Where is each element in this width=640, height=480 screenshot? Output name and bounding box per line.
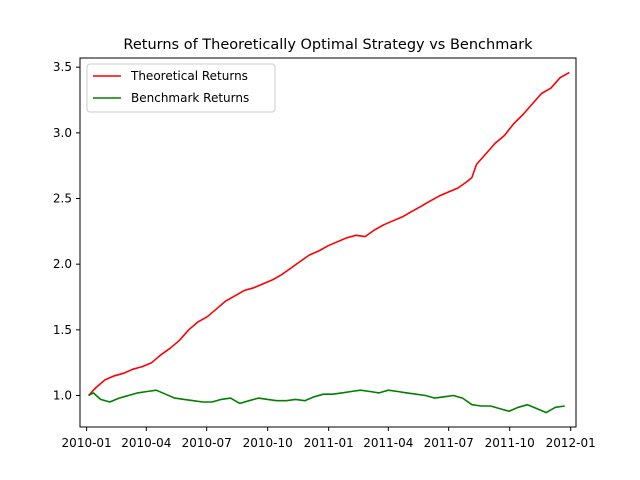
x-tick-label: 2010-04 (121, 436, 171, 450)
x-tick-label: 2011-04 (363, 436, 413, 450)
legend: Theoretical Returns Benchmark Returns (86, 63, 276, 113)
plot-area (79, 57, 577, 428)
x-tick-label: 2011-10 (485, 436, 535, 450)
y-tick-label: 1.5 (53, 323, 72, 337)
y-axis: 1.0 1.5 2.0 2.5 3.0 3.5 (53, 60, 80, 402)
y-tick-label: 3.5 (53, 60, 72, 74)
x-axis: 2010-01 2010-04 2010-07 2010-10 2011-01 2011-… (62, 427, 596, 450)
x-tick-label: 2010-07 (182, 436, 232, 450)
chart-title: Returns of Theoretically Optimal Strateg… (123, 37, 533, 53)
series-line-benchmark (88, 389, 565, 414)
y-tick-label: 2.5 (53, 192, 72, 206)
y-tick-label: 1.0 (53, 388, 72, 402)
legend-box (86, 63, 276, 113)
x-tick-label: 2011-07 (424, 436, 474, 450)
x-tick-label: 2011-01 (304, 436, 354, 450)
legend-label: Theoretical Returns (130, 69, 248, 83)
x-tick-label: 2010-10 (243, 436, 293, 450)
x-tick-label: 2012-01 (546, 436, 596, 450)
legend-label: Benchmark Returns (131, 91, 249, 105)
y-tick-label: 2.0 (53, 257, 72, 271)
series-layer (88, 71, 570, 414)
x-tick-label: 2010-01 (62, 436, 112, 450)
series-line-theoretical (88, 71, 570, 397)
y-tick-label: 3.0 (53, 126, 72, 140)
